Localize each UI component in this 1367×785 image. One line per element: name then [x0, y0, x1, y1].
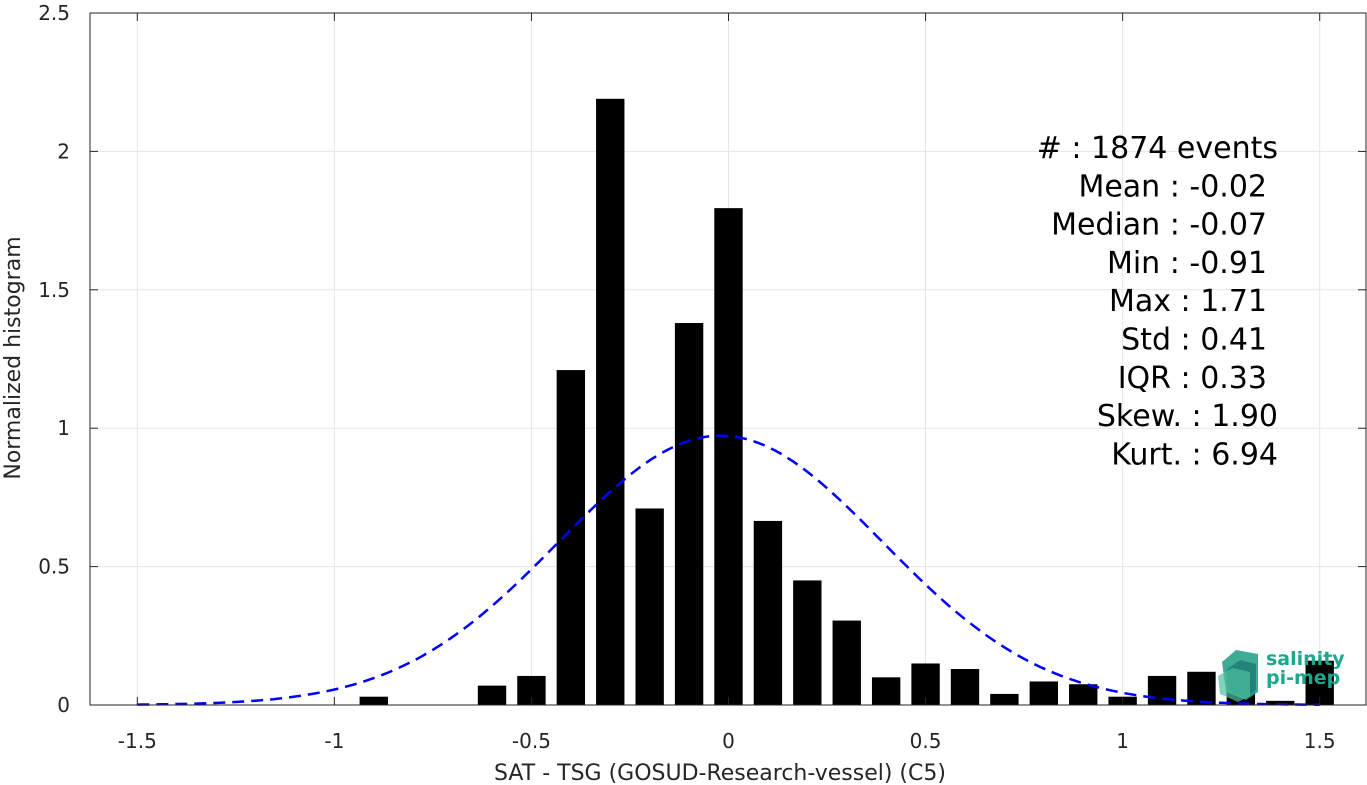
stats-line: Skew. : 1.90: [1097, 399, 1278, 434]
histogram-bar: [1266, 700, 1295, 705]
histogram-bar: [1069, 684, 1098, 705]
x-tick-label: -1.5: [118, 729, 157, 753]
stats-line: Std : 0.41: [1121, 323, 1267, 358]
y-tick-label: 1.5: [38, 278, 70, 302]
histogram-bar: [950, 669, 980, 705]
x-tick-label: 1.5: [1304, 729, 1336, 753]
x-tick-label: 1: [1116, 729, 1129, 753]
x-tick-label: 0: [722, 729, 735, 753]
x-tick-label: -1: [324, 729, 344, 753]
stats-line: Mean : -0.02: [1078, 169, 1267, 204]
histogram-bar: [635, 508, 664, 705]
histogram-bar: [714, 208, 743, 706]
logo-text-line1: salinity: [1266, 648, 1345, 670]
stats-line: Max : 1.71: [1109, 284, 1267, 319]
y-tick-label: 0.5: [38, 555, 70, 579]
logo-text-line2: pi-mep: [1266, 667, 1340, 689]
histogram-bar: [359, 696, 388, 705]
stats-line: Kurt. : 6.94: [1111, 437, 1278, 472]
y-axis-label: Normalized histogram: [1, 236, 26, 479]
normal-fit-curve: [137, 434, 1320, 706]
stats-line: # : 1874 events: [1037, 131, 1278, 166]
histogram-bar: [871, 677, 901, 705]
axis-ticks: [90, 12, 1366, 706]
histogram-bar: [556, 370, 586, 705]
bars: [359, 98, 1334, 706]
histogram-bar: [832, 620, 861, 705]
histogram-bar: [1187, 671, 1216, 705]
histogram-bar: [1029, 681, 1058, 705]
x-axis-label: SAT - TSG (GOSUD-Research-vessel) (C5): [494, 761, 946, 785]
x-tick-label: -0.5: [512, 729, 551, 753]
histogram-bar: [793, 580, 822, 705]
y-tick-label: 2: [57, 139, 70, 163]
stats-line: Min : -0.91: [1107, 246, 1267, 281]
histogram-bar: [477, 685, 507, 705]
logo-icon: [1218, 650, 1258, 702]
histogram-bar: [596, 98, 625, 706]
stats-line: Median : -0.07: [1051, 208, 1267, 243]
histogram-bar: [674, 323, 704, 705]
histogram-bar: [990, 693, 1019, 705]
y-tick-label: 1: [57, 416, 70, 440]
y-tick-label: 0: [57, 693, 70, 717]
stats-line: IQR : 0.33: [1118, 361, 1267, 396]
y-tick-label: 2.5: [38, 1, 70, 25]
tick-labels: -1.5 -1 -0.5 0 0.5 1 1.5 0 0.5 1 1.5 2 2.5: [38, 1, 1335, 753]
histogram-bar: [753, 520, 783, 705]
x-tick-label: 0.5: [910, 729, 942, 753]
salinity-pimep-logo: salinity pi-mep: [1218, 648, 1345, 702]
